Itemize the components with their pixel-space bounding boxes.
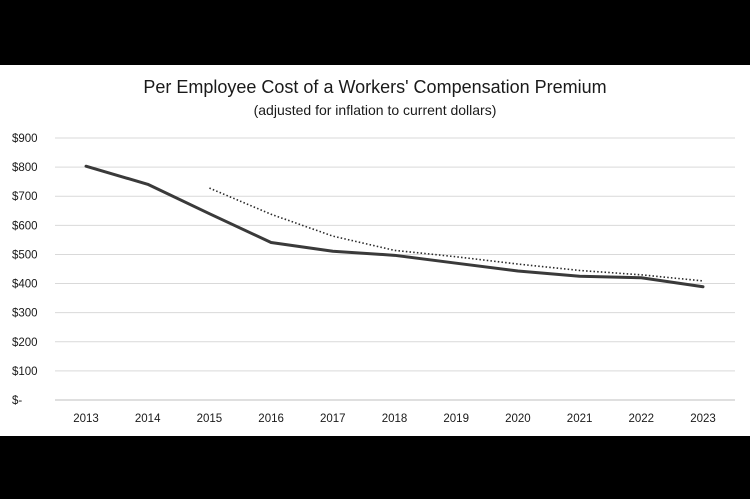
y-axis-tick-labels: $- $100 $200 $300 $400 $500 $600 $700 $800 $900	[12, 133, 38, 407]
x-tick-label: 2023	[690, 413, 716, 425]
y-tick-label: $600	[12, 220, 38, 232]
x-tick-label: 2018	[382, 413, 408, 425]
y-tick-label: $400	[12, 279, 38, 291]
x-tick-label: 2020	[505, 413, 531, 425]
series-lines	[84, 164, 705, 289]
x-tick-label: 2019	[443, 413, 469, 425]
series-line-cost	[84, 164, 705, 289]
y-tick-label: $900	[12, 133, 38, 145]
y-tick-label: $-	[12, 395, 22, 407]
x-tick-label: 2015	[197, 413, 223, 425]
x-tick-label: 2016	[258, 413, 284, 425]
y-tick-label: $300	[12, 308, 38, 320]
x-tick-label: 2017	[320, 413, 346, 425]
x-tick-label: 2013	[73, 413, 99, 425]
chart-panel: Per Employee Cost of a Workers' Compensa…	[0, 65, 750, 436]
y-tick-label: $800	[12, 162, 38, 174]
chart-subtitle: (adjusted for inflation to current dolla…	[253, 102, 497, 118]
y-tick-label: $700	[12, 191, 38, 203]
gridlines	[55, 137, 735, 401]
y-tick-label: $100	[12, 366, 38, 378]
chart-title: Per Employee Cost of a Workers' Compensa…	[143, 77, 607, 97]
x-tick-label: 2014	[135, 413, 161, 425]
y-tick-label: $500	[12, 249, 38, 261]
line-chart: $- $100 $200 $300 $400 $500 $600 $700 $800 $900 2…	[12, 133, 735, 425]
x-tick-label: 2022	[629, 413, 655, 425]
x-axis-tick-labels: 2013 2014 2015 2016 2017 2018 2019 2020 2021 2022…	[73, 413, 716, 425]
y-tick-label: $200	[12, 337, 38, 349]
x-tick-label: 2021	[567, 413, 593, 425]
series-line-trend	[209, 187, 704, 282]
